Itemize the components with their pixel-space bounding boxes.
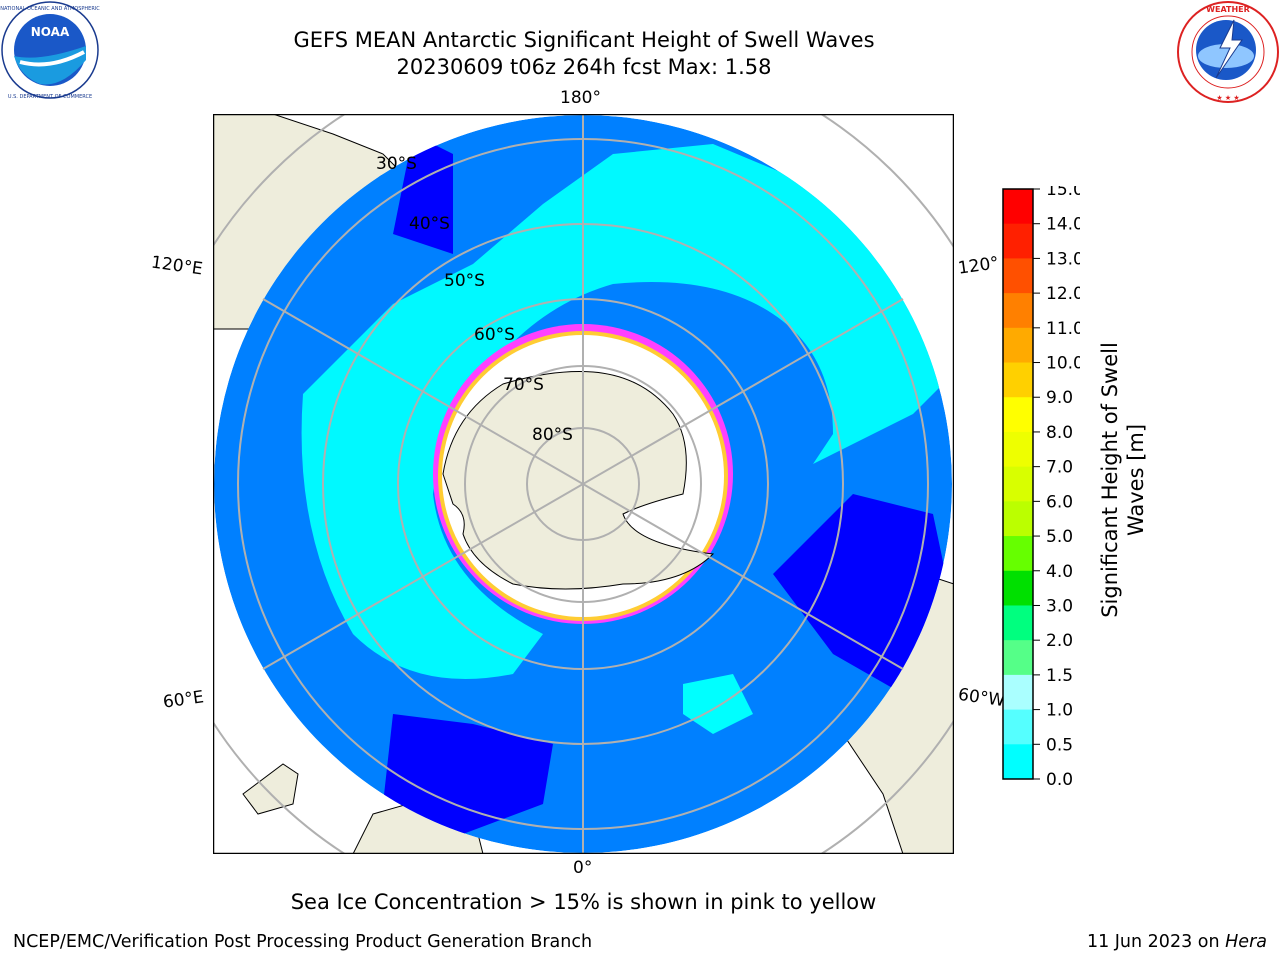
noaa-logo: NOAA NATIONAL OCEANIC AND ATMOSPHERIC U.… — [0, 1, 100, 100]
lat-label-60s: 60°S — [474, 325, 515, 345]
colorbar-cell — [1003, 397, 1033, 433]
colorbar-tick-label: 8.0 — [1046, 423, 1073, 443]
colorbar-cell — [1003, 605, 1033, 641]
colorbar-tick-label: 0.0 — [1046, 770, 1073, 786]
colorbar-cell — [1003, 189, 1033, 225]
colorbar-cell — [1003, 744, 1033, 780]
colorbar-tick-label: 2.0 — [1046, 631, 1073, 651]
swell-bin-low-region — [383, 714, 553, 834]
footer-org: NCEP/EMC/Verification Post Processing Pr… — [13, 932, 593, 952]
svg-text:NOAA: NOAA — [31, 25, 70, 39]
chart-subtitle: 20230609 t06z 264h fcst Max: 1.58 — [396, 55, 772, 79]
colorbar-tick-label: 1.5 — [1046, 666, 1073, 686]
colorbar-cell — [1003, 258, 1033, 294]
colorbar-tick-label: 12.0 — [1046, 284, 1080, 304]
svg-text:U.S. DEPARTMENT OF COMMERCE: U.S. DEPARTMENT OF COMMERCE — [8, 94, 92, 100]
colorbar-tick-label: 3.0 — [1046, 596, 1073, 616]
colorbar-tick-label: 10.0 — [1046, 354, 1080, 374]
polar-map: 30°S 40°S 50°S 60°S 70°S 80°S — [213, 114, 954, 854]
swell-bin-mid-region — [301, 144, 952, 679]
colorbar-tick-label: 1.0 — [1046, 701, 1073, 721]
colorbar-title-line1: Significant Height of Swell — [1098, 342, 1122, 618]
svg-text:WEATHER: WEATHER — [1206, 5, 1250, 14]
sea-ice-note: Sea Ice Concentration > 15% is shown in … — [290, 890, 877, 914]
swell-bin-low-region — [393, 134, 453, 254]
colorbar-tick-label: 13.0 — [1046, 249, 1080, 269]
colorbar-cell — [1003, 709, 1033, 745]
colorbar-cell — [1003, 431, 1033, 468]
antarctica — [433, 324, 733, 624]
colorbar-title-line2: Waves [m] — [1124, 424, 1148, 536]
colorbar-tick-label: 7.0 — [1046, 458, 1073, 478]
colorbar-tick-label: 0.5 — [1046, 735, 1073, 755]
colorbar-cell — [1003, 640, 1033, 676]
lat-label-70s: 70°S — [503, 375, 544, 395]
colorbar-title: Significant Height of Swell Waves [m] — [1098, 342, 1148, 618]
nws-logo: WEATHER ★ ★ ★ — [1177, 1, 1279, 103]
colorbar-tick-label: 15.0 — [1046, 186, 1080, 200]
colorbar-cell — [1003, 362, 1033, 398]
colorbar-tick-label: 9.0 — [1046, 388, 1073, 408]
colorbar-cell — [1003, 570, 1033, 606]
colorbar: 15.0 14.0 13.0 12.0 11.0 10.0 9.0 8.0 7.0 6.0 5.0 4… — [1002, 186, 1080, 786]
colorbar-cell — [1003, 327, 1033, 364]
lon-label-120w: 120° — [956, 253, 1001, 279]
footer-date: 11 Jun 2023 on Hera — [1087, 932, 1267, 952]
lon-label-60e: 60°E — [161, 687, 206, 713]
colorbar-cell — [1003, 223, 1033, 259]
colorbar-tick-label: 5.0 — [1046, 527, 1073, 547]
colorbar-cell — [1003, 536, 1033, 572]
swell-bin-low-region — [773, 494, 952, 694]
colorbar-cell — [1003, 501, 1033, 537]
lat-label-40s: 40°S — [409, 214, 450, 234]
svg-text:NATIONAL OCEANIC AND ATMOSPHER: NATIONAL OCEANIC AND ATMOSPHERIC — [0, 6, 100, 12]
colorbar-cell — [1003, 674, 1033, 711]
colorbar-cell — [1003, 293, 1033, 329]
lat-label-50s: 50°S — [444, 271, 485, 291]
chart-title: GEFS MEAN Antarctic Significant Height o… — [293, 28, 875, 52]
lon-label-120e: 120°E — [149, 252, 204, 280]
graticule — [213, 114, 954, 854]
colorbar-cell — [1003, 466, 1033, 502]
colorbar-tick-label: 14.0 — [1046, 215, 1080, 235]
footer-host: Hera — [1225, 932, 1267, 952]
footer-date-text: 11 Jun 2023 on — [1086, 932, 1226, 952]
lat-label-30s: 30°S — [376, 154, 417, 174]
colorbar-tick-label: 6.0 — [1046, 492, 1073, 512]
colorbar-tick-label: 11.0 — [1046, 319, 1080, 339]
lon-label-180: 180° — [560, 88, 601, 108]
svg-text:★ ★ ★: ★ ★ ★ — [1216, 94, 1239, 102]
lon-label-60w: 60°W — [956, 684, 1007, 712]
lat-label-80s: 80°S — [532, 425, 573, 445]
lon-label-0: 0° — [573, 858, 593, 878]
swell-bin-mid-region — [683, 674, 753, 734]
colorbar-tick-label: 4.0 — [1046, 562, 1073, 582]
